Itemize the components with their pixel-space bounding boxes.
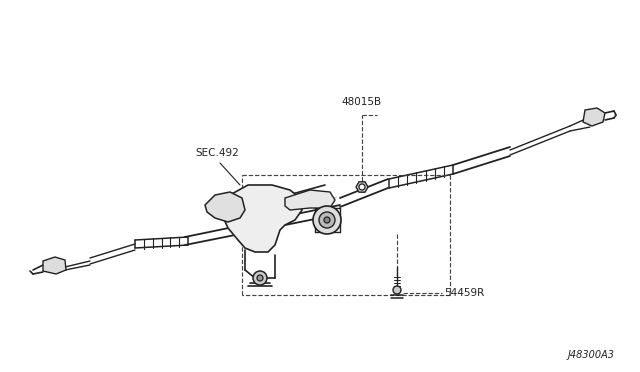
Text: J48300A3: J48300A3 — [568, 350, 615, 360]
Text: 54459R: 54459R — [444, 288, 484, 298]
Circle shape — [253, 271, 267, 285]
Polygon shape — [285, 190, 335, 210]
Polygon shape — [222, 185, 302, 252]
Polygon shape — [356, 182, 368, 192]
Circle shape — [48, 261, 58, 271]
Circle shape — [590, 113, 600, 123]
Text: SEC.492: SEC.492 — [195, 148, 239, 158]
Circle shape — [393, 286, 401, 294]
Polygon shape — [205, 192, 245, 222]
Circle shape — [313, 206, 341, 234]
Text: 48015B: 48015B — [342, 97, 382, 107]
Circle shape — [359, 184, 365, 190]
Polygon shape — [583, 108, 605, 126]
Polygon shape — [43, 257, 66, 274]
Circle shape — [324, 217, 330, 223]
Circle shape — [319, 212, 335, 228]
Circle shape — [257, 275, 263, 281]
